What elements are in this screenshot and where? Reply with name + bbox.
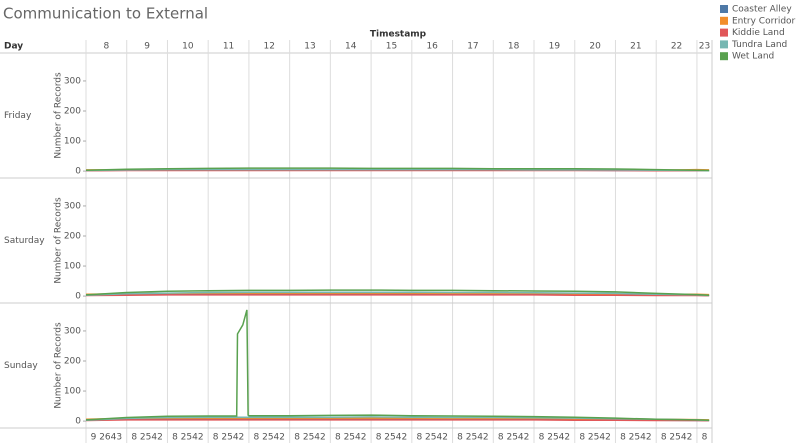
x-tick-label: 8 (103, 42, 109, 52)
y-tick-label: 0 (75, 292, 81, 302)
bottom-label: 8 2542 (376, 433, 408, 443)
series-line (85, 294, 710, 297)
y-tick-label: 300 (64, 76, 81, 86)
day-label: Sunday (4, 361, 38, 371)
legend-label: Entry Corridor (732, 16, 796, 26)
legend-swatch (720, 40, 728, 49)
x-label: Timestamp (370, 30, 427, 40)
bottom-label: 8 2542 (457, 433, 489, 443)
legend-swatch (720, 28, 728, 37)
bottom-label: 8 2542 (661, 433, 693, 443)
y-tick-label: 200 (64, 356, 81, 366)
x-tick-label: 12 (264, 42, 275, 52)
x-tick-label: 17 (467, 42, 478, 52)
y-label: Number of Records (54, 197, 64, 284)
series-line (85, 419, 710, 422)
y-label: Number of Records (54, 72, 64, 159)
y-tick-label: 200 (64, 106, 81, 116)
bottom-label: 8 2542 (254, 433, 286, 443)
legend-label: Kiddie Land (732, 28, 785, 38)
legend-label: Tundra Land (731, 40, 787, 50)
series-line (85, 289, 710, 296)
legend-label: Coaster Alley (732, 5, 792, 15)
y-tick-label: 300 (64, 201, 81, 211)
y-tick-label: 200 (64, 231, 81, 241)
legend-swatch (720, 52, 728, 61)
x-tick-label: 10 (182, 42, 194, 52)
bottom-label: 8 2542 (172, 433, 204, 443)
series-line (85, 309, 710, 421)
x-tick-label: 15 (386, 42, 397, 52)
day-label: Friday (4, 111, 32, 121)
legend-swatch (720, 5, 728, 13)
bottom-label: 9 2643 (91, 433, 123, 443)
bottom-label: 8 2542 (294, 433, 326, 443)
bottom-label: 8 2542 (620, 433, 652, 443)
series-line (85, 167, 710, 172)
x-tick-label: 23 (699, 42, 710, 52)
bottom-label: 8 2542 (579, 433, 611, 443)
bottom-label: 8 2542 (539, 433, 571, 443)
legend-swatch (720, 16, 728, 25)
x-tick-label: 11 (223, 42, 234, 52)
bottom-label: 8 2542 (131, 433, 163, 443)
bottom-label: 8 2542 (335, 433, 367, 443)
bottom-label: 8 2542 (498, 433, 530, 443)
legend-label: Wet Land (732, 52, 774, 62)
x-tick-label: 16 (426, 42, 438, 52)
y-tick-label: 300 (64, 326, 81, 336)
x-tick-label: 22 (671, 42, 682, 52)
bottom-label: 8 (702, 433, 708, 443)
chart-title: Communication to External (3, 5, 208, 23)
x-tick-label: 18 (508, 42, 520, 52)
y-tick-label: 100 (64, 262, 81, 272)
x-tick-label: 14 (345, 42, 357, 52)
y-tick-label: 0 (75, 417, 81, 427)
x-tick-label: 9 (144, 42, 150, 52)
series-line (85, 168, 710, 172)
x-tick-label: 20 (589, 42, 601, 52)
y-tick-label: 100 (64, 137, 81, 147)
row-label: Day (4, 42, 23, 52)
y-label: Number of Records (54, 322, 64, 409)
x-tick-label: 21 (630, 42, 641, 52)
x-tick-label: 19 (549, 42, 561, 52)
series-line (85, 291, 710, 297)
bottom-label: 8 2542 (416, 433, 448, 443)
y-tick-label: 100 (64, 387, 81, 397)
y-tick-label: 0 (75, 167, 81, 177)
day-label: Saturday (4, 236, 45, 246)
x-tick-label: 13 (304, 42, 315, 52)
bottom-label: 8 2542 (213, 433, 245, 443)
